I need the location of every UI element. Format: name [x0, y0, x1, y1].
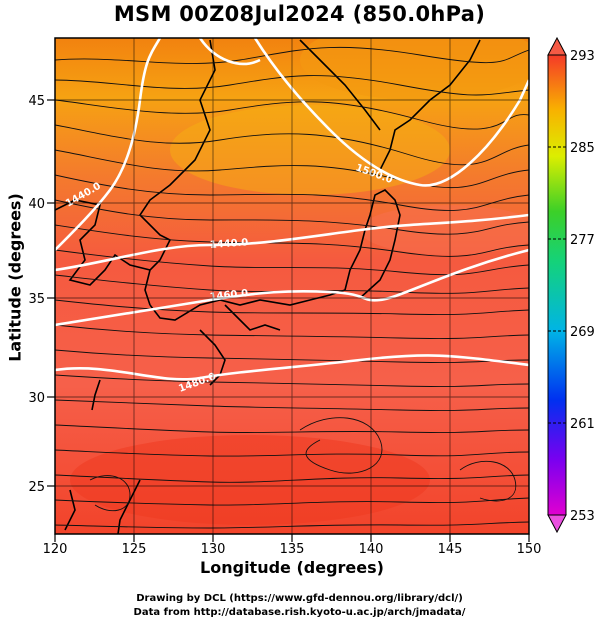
coastlines: [55, 39, 481, 534]
colorbar: 293 285 277 269 261 253: [547, 36, 595, 534]
colorbar-scale: [547, 54, 567, 516]
colorbar-label: 261: [570, 417, 595, 432]
wind-streamlines: [55, 46, 529, 529]
x-axis-label: Longitude (degrees): [200, 558, 384, 577]
y-tick-label: 40: [28, 197, 45, 212]
x-tick-label: 135: [280, 542, 305, 557]
x-tick-label: 120: [43, 542, 68, 557]
colorbar-label: 253: [570, 509, 595, 524]
x-tick-label: 140: [359, 542, 384, 557]
y-tick-label: 25: [28, 480, 45, 495]
colorbar-label: 293: [570, 49, 595, 64]
y-axis-label: Latitude (degrees): [5, 193, 25, 362]
warm-patch: [70, 435, 430, 525]
contour-label: 1460.0: [209, 288, 249, 303]
warm-patch: [170, 105, 450, 195]
colorbar-label: 277: [570, 233, 595, 248]
y-tick-label: 30: [28, 391, 45, 406]
contour-label: 1440.0: [209, 237, 248, 251]
credit-drawing: Drawing by DCL (https://www.gfd-dennou.o…: [136, 593, 463, 604]
warm-patch: [300, 38, 529, 100]
lat-lon-grid: [55, 38, 529, 534]
map-title: MSM 00Z08Jul2024 (850.0hPa): [113, 2, 486, 26]
x-tick-label: 130: [201, 542, 226, 557]
colorbar-label: 269: [570, 325, 595, 340]
warm-patch: [360, 205, 529, 255]
colorbar-bottom-arrow: [547, 514, 567, 534]
colorbar-top-arrow: [547, 36, 567, 56]
x-tick-label: 145: [438, 542, 463, 557]
y-tick-label: 35: [28, 292, 45, 307]
x-tick-label: 125: [122, 542, 147, 557]
x-tick-label: 150: [517, 542, 542, 557]
credit-data: Data from http://database.rish.kyoto-u.a…: [133, 607, 466, 618]
y-tick-label: 45: [28, 94, 45, 109]
colorbar-label: 285: [570, 141, 595, 156]
